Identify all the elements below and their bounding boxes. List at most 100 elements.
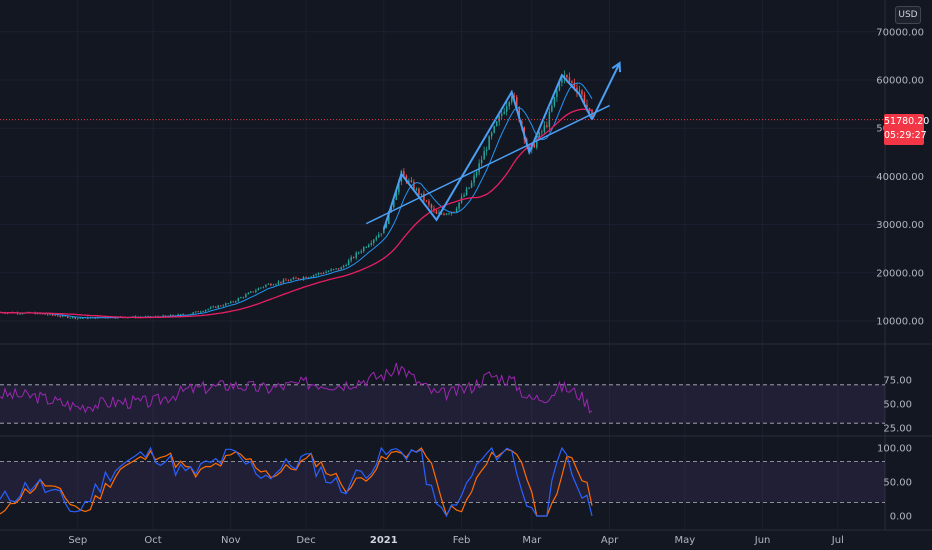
candle-body [237, 298, 240, 302]
candle-body [581, 90, 583, 95]
candle-body [485, 149, 488, 152]
candle-body [420, 193, 423, 195]
moving-average-slow [0, 108, 593, 319]
stoch-pane[interactable] [0, 446, 885, 518]
candle-body [571, 81, 573, 83]
candle-body [347, 260, 350, 266]
candle-body [518, 106, 521, 122]
candle-body [332, 269, 335, 270]
candle-body [383, 227, 385, 234]
candle-body [197, 311, 199, 313]
candle-body [49, 314, 51, 315]
candle-body [410, 180, 413, 182]
candle-body [219, 305, 222, 307]
candle-body [586, 104, 588, 108]
candle-body [177, 314, 179, 316]
price-pane[interactable] [0, 61, 885, 320]
candle-body [538, 132, 541, 140]
currency-badge[interactable]: USD [895, 6, 921, 24]
trendline [365, 104, 610, 225]
candle-body [362, 247, 365, 252]
candle-body [465, 188, 468, 195]
candle-body [536, 139, 538, 148]
candle-body [588, 107, 591, 110]
candle-body [225, 303, 227, 306]
time-tick-label: Dec [296, 535, 315, 546]
candle-body [498, 115, 500, 122]
candle-body [345, 265, 347, 267]
candle-body [513, 95, 515, 97]
candle-body [395, 192, 398, 201]
price-tick-label: 10000.00 [876, 317, 924, 328]
candle-body [443, 213, 445, 215]
bar-countdown: 05:29:27 [884, 130, 927, 141]
candle-body [463, 194, 465, 197]
stoch-k-line [0, 446, 593, 518]
candle-body [475, 172, 478, 176]
candle-body [172, 314, 174, 316]
candle-body [255, 290, 257, 292]
candle-body [77, 318, 79, 320]
candle-body [448, 213, 450, 215]
stoch-d-line [0, 447, 593, 517]
gridlines [0, 0, 932, 531]
candle-body [380, 233, 383, 235]
candle-body [250, 291, 252, 293]
candle-body [252, 291, 255, 293]
candle-body [352, 257, 355, 258]
candle-body [312, 275, 315, 277]
candle-body [418, 188, 420, 195]
candle-body [207, 308, 209, 310]
candle-body [546, 125, 548, 127]
candle-body [262, 286, 265, 288]
candle-body [360, 251, 362, 253]
candle-body [428, 201, 430, 205]
candle-body [468, 187, 470, 189]
candle-body [41, 313, 44, 315]
candle-body [500, 113, 503, 116]
candle-body [503, 111, 505, 114]
rsi-pane[interactable] [0, 362, 885, 424]
candle-body [378, 234, 380, 238]
candle-body [435, 210, 438, 214]
moving-average-fast [0, 82, 593, 319]
candle-body [365, 247, 367, 248]
projection-arrow [591, 62, 621, 121]
candle-body [415, 188, 418, 190]
candle-body [430, 204, 433, 209]
candle-body [385, 223, 388, 228]
price-tick-label: 20000.00 [876, 268, 924, 279]
candle-body [473, 175, 475, 183]
candle-body [245, 294, 247, 298]
candle-body [280, 281, 282, 283]
time-tick-label: Sep [68, 535, 87, 546]
candle-body [302, 277, 305, 280]
rsi-tick-label: 25.00 [883, 424, 912, 435]
candle-body [551, 105, 553, 112]
candle-body [438, 212, 440, 214]
candle-body [445, 213, 448, 215]
candle-body [290, 279, 292, 281]
candle-body [277, 281, 280, 285]
candle-body [282, 279, 285, 283]
candle-body [297, 278, 300, 280]
candle-body [204, 309, 207, 312]
candle-body [433, 208, 435, 211]
candle-body [194, 311, 197, 313]
candle-body [222, 305, 225, 307]
candle-body [265, 284, 267, 287]
candle-body [232, 301, 235, 303]
candle-body [227, 303, 230, 304]
candle-body [305, 277, 307, 278]
candle-body [107, 317, 109, 319]
candle-body [405, 175, 408, 182]
candle-body [455, 208, 458, 212]
candle-body [413, 181, 415, 190]
candle-body [508, 102, 510, 107]
price-tick-label: 70000.00 [876, 27, 924, 38]
candle-body [212, 306, 214, 308]
candle-body [528, 144, 531, 150]
candle-body [337, 268, 340, 270]
candle-body [59, 316, 61, 318]
